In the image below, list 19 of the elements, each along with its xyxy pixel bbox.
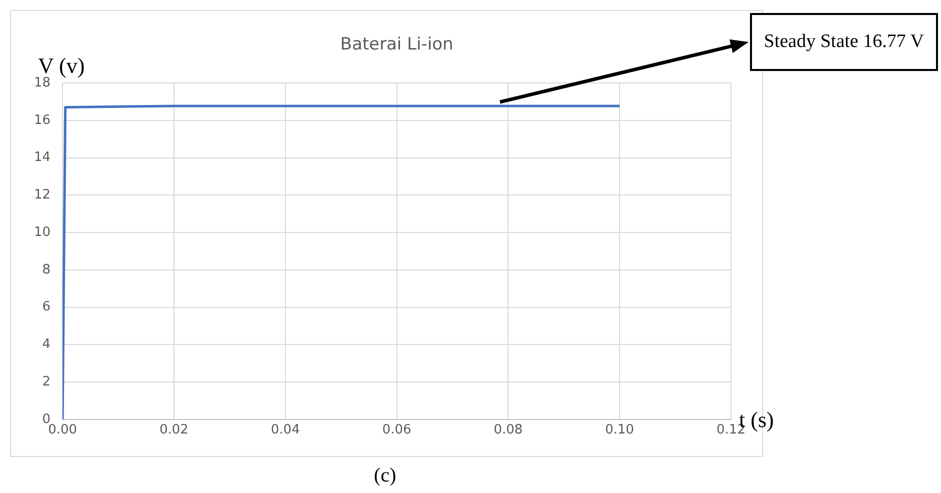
y-axis-title: V (v) [38,52,85,78]
y-tick-label: 4 [42,337,51,352]
y-tick-label: 14 [34,150,51,166]
y-tick-label: 2 [42,374,51,390]
text: Steady State 16.77 V [750,13,938,71]
y-tick-label: 8 [42,262,51,278]
x-tick-label: 0.10 [605,422,634,438]
y-tick-label: 12 [34,188,51,203]
x-tick-label: 0.04 [270,422,300,438]
y-tick-label: 18 [34,75,51,90]
text: (c) [374,464,396,486]
x-tick-label: 0.00 [48,422,78,438]
y-tick-label: 6 [42,300,51,315]
y-tick-label: 10 [34,224,51,240]
y-tick-label: 16 [34,112,51,128]
x-tick-label: 0.02 [159,422,188,438]
x-tick-label: 0.06 [382,422,412,438]
chart-title: Baterai Li-ion [340,34,454,54]
x-tick-label: 0.08 [494,422,523,438]
